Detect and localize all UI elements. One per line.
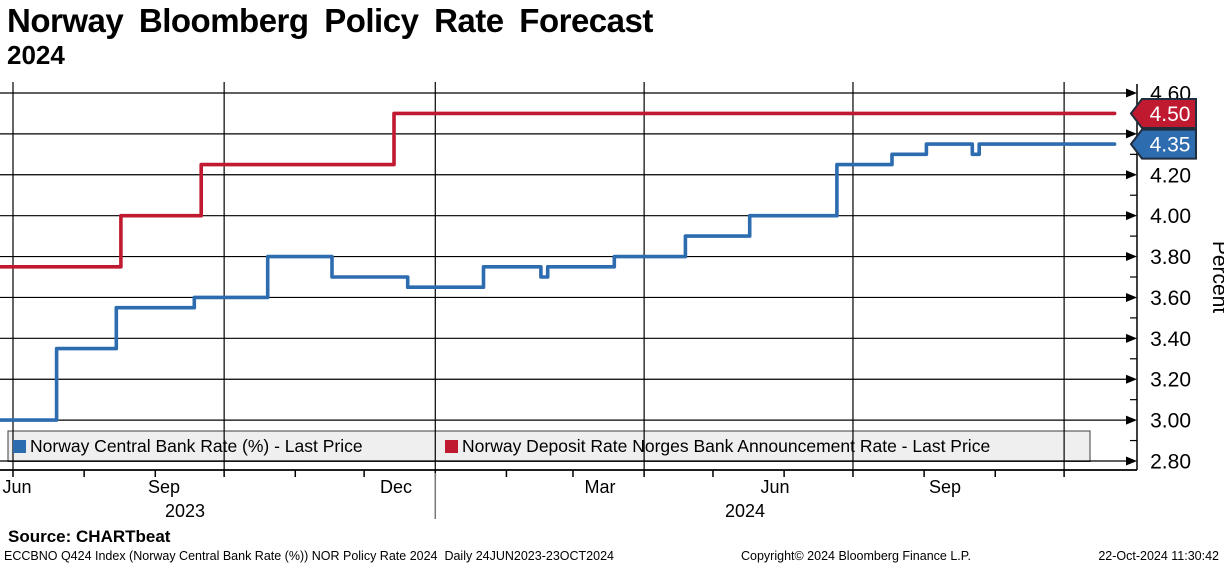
y-tick-label: 3.40 xyxy=(1150,328,1191,351)
chart-title: Norway Bloomberg Policy Rate Forecast xyxy=(7,2,653,39)
price-badge-label: 4.50 xyxy=(1150,103,1191,126)
legend-swatch-red-icon xyxy=(445,440,458,453)
x-month-label: Sep xyxy=(929,477,961,497)
footer-row: ECCBNO Q424 Index (Norway Central Bank R… xyxy=(0,549,1224,565)
y-tick-label: 3.60 xyxy=(1150,287,1191,310)
axis-arrow-icon xyxy=(1126,292,1137,302)
axis-arrow-icon xyxy=(1126,129,1137,139)
axis-arrow-icon xyxy=(1126,170,1137,180)
price-badge-4.50 xyxy=(1129,97,1197,129)
timestamp: 22-Oct-2024 11:30:42 xyxy=(1098,549,1219,563)
ticker-description: ECCBNO Q424 Index (Norway Central Bank R… xyxy=(4,549,614,563)
axis-arrow-icon xyxy=(1126,252,1137,262)
axis-arrow-icon xyxy=(1126,456,1137,466)
legend-item-deposit-rate[interactable]: Norway Deposit Rate Norges Bank Announce… xyxy=(435,436,1090,457)
x-year-label: 2023 xyxy=(165,501,205,521)
series-line-1 xyxy=(0,111,1117,269)
legend-label-deposit-rate: Norway Deposit Rate Norges Bank Announce… xyxy=(462,436,991,456)
x-month-label: Jun xyxy=(760,477,789,497)
source-label: Source: CHARTbeat xyxy=(8,527,171,546)
chart-subtitle: 2024 xyxy=(7,40,65,70)
y-tick-label: 3.20 xyxy=(1150,369,1191,392)
legend-label-central-bank-rate: Norway Central Bank Rate (%) - Last Pric… xyxy=(30,436,363,456)
y-tick-label: 2.80 xyxy=(1150,451,1191,474)
x-month-label: Jun xyxy=(2,477,31,497)
chart-legend: Norway Central Bank Rate (%) - Last Pric… xyxy=(8,432,1090,461)
y-tick-label: 4.00 xyxy=(1150,205,1191,228)
y-axis-title: Percent xyxy=(1208,241,1224,314)
series-line-0 xyxy=(0,142,1117,422)
y-tick-label: 3.80 xyxy=(1150,246,1191,269)
x-month-label: Dec xyxy=(380,477,412,497)
axis-arrow-icon xyxy=(1126,333,1137,343)
y-tick-label: 4.20 xyxy=(1150,164,1191,187)
copyright-notice: Copyright© 2024 Bloomberg Finance L.P. xyxy=(741,549,971,563)
axis-arrow-icon xyxy=(1126,374,1137,384)
x-month-label: Sep xyxy=(148,477,180,497)
x-month-label: Mar xyxy=(585,477,616,497)
axis-arrow-icon xyxy=(1126,88,1137,98)
price-badge-4.35 xyxy=(1129,128,1197,160)
price-badge-label: 4.35 xyxy=(1150,134,1191,157)
axis-arrow-icon xyxy=(1126,415,1137,425)
x-year-label: 2024 xyxy=(725,501,765,521)
legend-item-central-bank-rate[interactable]: Norway Central Bank Rate (%) - Last Pric… xyxy=(8,436,435,457)
legend-swatch-blue-icon xyxy=(13,440,26,453)
axis-arrow-icon xyxy=(1126,211,1137,221)
y-tick-label: 3.00 xyxy=(1150,410,1191,433)
